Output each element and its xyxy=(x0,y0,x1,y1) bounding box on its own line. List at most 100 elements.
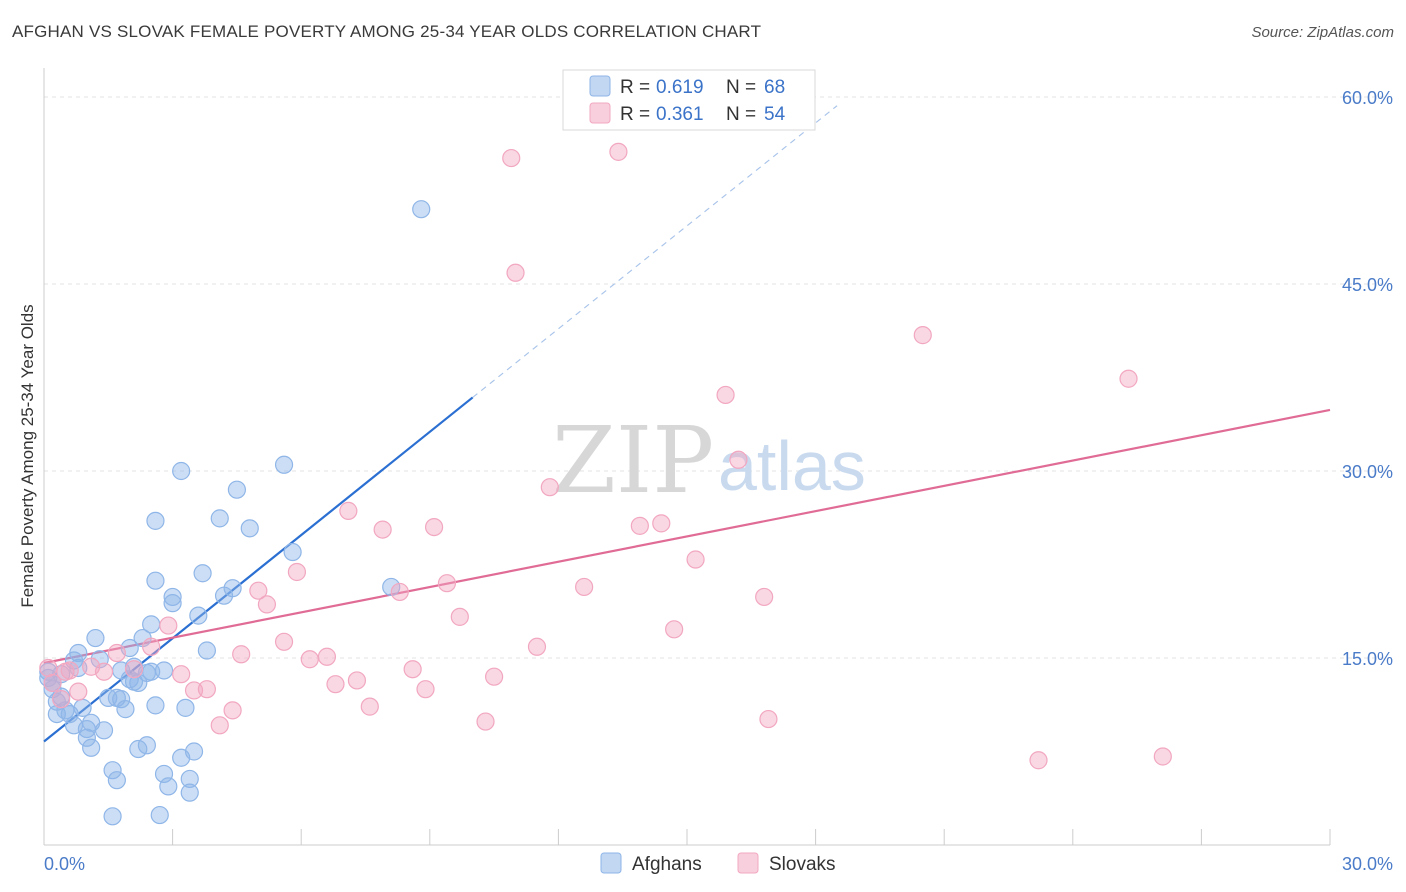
point-afghans xyxy=(116,700,135,719)
y-tick-label: 60.0% xyxy=(1342,88,1393,108)
point-afghans xyxy=(184,742,204,761)
legend-swatch-afghans xyxy=(589,75,611,97)
point-slovaks xyxy=(300,650,319,669)
point-afghans xyxy=(112,690,131,709)
point-slovaks xyxy=(197,680,216,699)
point-slovaks xyxy=(450,607,469,626)
point-slovaks xyxy=(373,520,392,539)
point-slovaks xyxy=(1029,751,1048,770)
point-slovaks xyxy=(527,637,547,656)
point-afghans xyxy=(103,761,122,780)
point-afghans xyxy=(180,783,199,802)
point-afghans xyxy=(283,542,302,562)
point-afghans xyxy=(82,738,101,757)
bottom-legend-label-slovaks: Slovaks xyxy=(769,854,836,875)
y-tick-label: 30.0% xyxy=(1342,462,1393,482)
legend-r-value-afghans: 0.619 xyxy=(656,77,704,98)
point-afghans xyxy=(240,519,259,538)
point-afghans xyxy=(77,728,96,747)
source-credit: Source: ZipAtlas.com xyxy=(1251,24,1394,41)
y-tick-label: 45.0% xyxy=(1342,275,1393,295)
point-afghans xyxy=(223,579,242,598)
y-tick-label: 15.0% xyxy=(1342,649,1393,669)
point-afghans xyxy=(86,628,105,648)
legend-n-label-afghans: N = xyxy=(726,77,756,98)
point-slovaks xyxy=(287,562,307,582)
point-slovaks xyxy=(52,690,71,709)
watermark: ZIP atlas xyxy=(552,407,866,514)
grid-lines xyxy=(44,96,1392,659)
point-slovaks xyxy=(665,620,684,639)
point-slovaks xyxy=(257,595,277,614)
point-slovaks xyxy=(506,263,525,282)
point-afghans xyxy=(172,461,191,481)
point-slovaks xyxy=(485,667,504,686)
point-slovaks xyxy=(317,647,337,666)
point-slovaks xyxy=(43,673,62,693)
point-afghans xyxy=(69,643,88,663)
point-slovaks xyxy=(755,587,774,607)
point-afghans xyxy=(107,771,126,790)
x-tick-label: 0.0% xyxy=(44,854,85,874)
point-slovaks xyxy=(339,501,358,520)
point-slovaks xyxy=(94,662,114,681)
point-slovaks xyxy=(172,665,191,684)
point-afghans xyxy=(73,698,92,717)
point-afghans xyxy=(103,807,122,826)
point-afghans xyxy=(193,564,212,583)
trend-line-slovaks xyxy=(43,408,1331,665)
point-afghans xyxy=(180,769,199,789)
point-slovaks xyxy=(716,385,735,405)
legend-n-value-slovaks: 54 xyxy=(764,104,786,125)
point-afghans xyxy=(274,455,294,474)
point-afghans xyxy=(154,661,174,680)
point-afghans xyxy=(146,511,165,530)
point-afghans xyxy=(146,696,165,715)
watermark-zip: ZIP xyxy=(552,407,714,514)
point-slovaks xyxy=(437,574,457,593)
point-afghans xyxy=(176,698,195,717)
point-slovaks xyxy=(575,577,594,597)
point-slovaks xyxy=(210,716,229,735)
legend-box: R = 0.619 N = 68 R = 0.361 N = 54 xyxy=(562,69,816,131)
bottom-legend: Afghans Slovaks xyxy=(600,852,836,875)
point-slovaks xyxy=(630,516,649,535)
point-slovaks xyxy=(652,514,671,533)
point-afghans xyxy=(189,606,208,625)
point-afghans xyxy=(227,480,246,499)
bottom-legend-label-afghans: Afghans xyxy=(632,854,702,875)
point-afghans xyxy=(382,577,401,597)
legend-r-label-afghans: R = xyxy=(620,77,650,98)
legend-n-label-slovaks: N = xyxy=(726,104,756,125)
point-afghans xyxy=(197,641,216,660)
point-slovaks xyxy=(1153,747,1172,766)
point-afghans xyxy=(146,571,165,590)
point-slovaks xyxy=(913,326,932,345)
point-slovaks xyxy=(232,645,251,664)
watermark-atlas: atlas xyxy=(718,427,866,505)
point-slovaks xyxy=(686,550,705,569)
chart-title: AFGHAN VS SLOVAK FEMALE POVERTY AMONG 25… xyxy=(12,22,762,41)
point-slovaks xyxy=(390,582,409,602)
point-afghans xyxy=(137,736,156,755)
point-afghans xyxy=(94,721,114,740)
point-afghans xyxy=(142,615,161,634)
point-slovaks xyxy=(1119,369,1138,388)
legend-n-value-afghans: 68 xyxy=(764,77,785,98)
legend-swatch-slovaks xyxy=(589,102,611,124)
point-slovaks xyxy=(347,671,367,690)
point-slovaks xyxy=(60,661,79,680)
trend-lines xyxy=(43,105,1331,743)
point-slovaks xyxy=(403,660,422,679)
point-slovaks xyxy=(360,697,379,716)
point-slovaks xyxy=(274,632,294,651)
point-slovaks xyxy=(609,142,628,161)
point-slovaks xyxy=(107,643,126,663)
point-slovaks xyxy=(502,148,521,168)
point-slovaks xyxy=(249,581,268,600)
point-afghans xyxy=(159,777,178,796)
point-afghans xyxy=(163,594,182,613)
point-slovaks xyxy=(159,616,178,635)
point-slovaks xyxy=(416,680,435,699)
